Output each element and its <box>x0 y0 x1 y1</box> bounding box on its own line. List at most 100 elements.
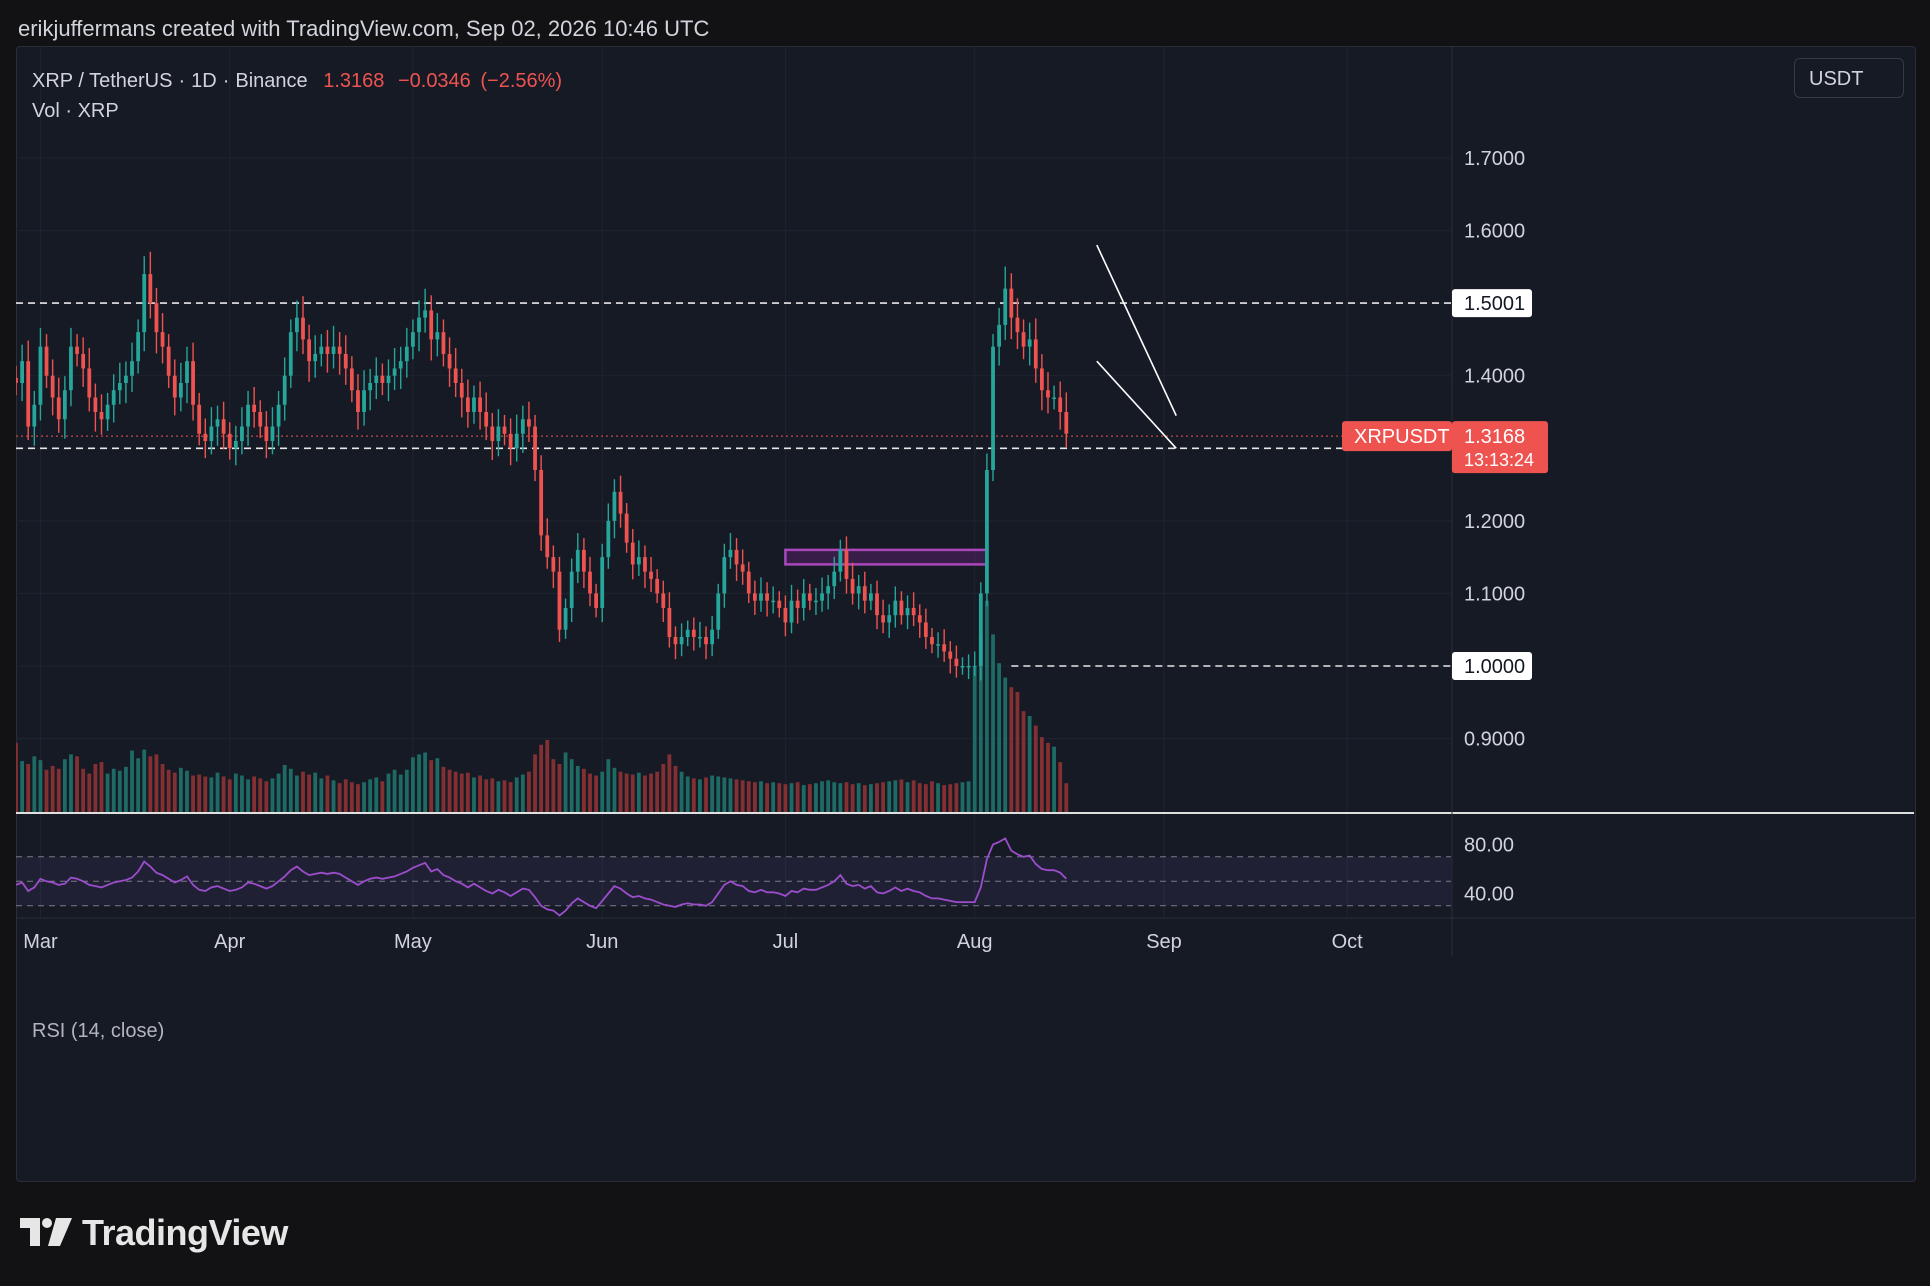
candle-body <box>1009 288 1014 318</box>
price-chart[interactable]: 1.70001.60001.50011.40001.30001.20001.10… <box>16 46 1914 1180</box>
tradingview-logo[interactable]: TradingView <box>20 1212 288 1254</box>
candle-body <box>154 303 159 333</box>
candle <box>93 383 98 432</box>
candle-body <box>838 549 843 572</box>
candle <box>288 319 293 388</box>
currency-button[interactable]: USDT <box>1794 58 1904 98</box>
volume-bar <box>233 773 238 812</box>
candle <box>325 329 330 373</box>
candle-body <box>203 433 208 442</box>
candle <box>264 411 269 459</box>
candle <box>356 374 360 430</box>
volume-bar <box>667 754 672 812</box>
candle <box>282 357 287 421</box>
candle-body <box>972 666 977 668</box>
candle-body <box>75 346 79 354</box>
candle <box>832 556 837 600</box>
volume-bar <box>56 768 61 812</box>
volume-bar <box>624 773 629 812</box>
candle <box>917 604 922 638</box>
candle <box>612 479 617 539</box>
candle-body <box>197 404 202 434</box>
candle-body <box>209 426 214 442</box>
candle-body <box>630 542 635 565</box>
symbol-tag-box <box>1342 421 1452 452</box>
candle <box>508 418 513 466</box>
volume-bar <box>1003 677 1008 812</box>
volume-bar <box>209 777 214 812</box>
candle-body <box>441 332 446 354</box>
volume-bar <box>368 779 373 812</box>
volume-bar <box>1015 692 1020 812</box>
candle <box>1027 322 1032 366</box>
volume-bar <box>673 765 678 812</box>
volume-bar <box>710 775 715 812</box>
legend-volume[interactable]: Vol · XRP <box>32 100 119 122</box>
candle-body <box>759 593 763 601</box>
volume-bar <box>50 765 55 812</box>
level-price-box <box>1452 289 1532 318</box>
candle-body <box>1046 390 1050 398</box>
volume-bar <box>838 783 843 812</box>
candle <box>954 645 959 678</box>
volume-bar <box>398 774 403 812</box>
candle-body <box>429 310 434 340</box>
candle <box>295 300 299 352</box>
candle-body <box>185 361 189 383</box>
volume-bar <box>392 769 397 812</box>
candle-body <box>1015 317 1020 333</box>
candle <box>111 374 116 423</box>
candle-body <box>331 346 336 354</box>
candle-body <box>942 644 947 652</box>
volume-bar <box>728 778 733 812</box>
candle-body <box>960 666 965 668</box>
candle <box>795 589 800 624</box>
candle-body <box>1033 339 1038 369</box>
candle <box>87 347 92 412</box>
candle <box>1064 392 1069 448</box>
candle-body <box>887 615 892 623</box>
volume-bar <box>362 782 366 812</box>
candle <box>1058 381 1063 430</box>
volume-bar <box>862 785 867 812</box>
volume-bar <box>881 782 885 812</box>
volume-bar <box>948 784 953 812</box>
candle-body <box>612 491 617 521</box>
volume-bar <box>527 771 531 812</box>
volume-bar <box>386 773 391 812</box>
candle <box>472 385 476 424</box>
candle <box>307 324 311 382</box>
candle-body <box>362 390 366 412</box>
candle-body <box>722 557 727 594</box>
time-axis-label: Sep <box>1146 931 1182 953</box>
candle-body <box>1052 397 1056 399</box>
volume-bar <box>1039 737 1044 812</box>
candle <box>911 592 916 627</box>
volume-bar <box>545 740 550 812</box>
candle-body <box>288 332 293 376</box>
time-axis-label: Jun <box>586 931 618 953</box>
candle-body <box>820 593 824 601</box>
candle-body <box>667 607 672 637</box>
candle <box>801 579 806 621</box>
candle <box>227 422 232 460</box>
candle-body <box>875 593 879 616</box>
candle-body <box>227 433 232 449</box>
candle-body <box>172 375 177 398</box>
candle-body <box>618 491 623 514</box>
candle <box>154 287 159 354</box>
candle-body <box>16 377 18 383</box>
candle <box>313 335 318 378</box>
legend-exchange: Binance <box>235 70 308 92</box>
time-axis-label: May <box>394 931 432 953</box>
rsi-legend[interactable]: RSI (14, close) <box>32 1020 165 1042</box>
candle <box>771 586 776 614</box>
candle-body <box>557 571 562 630</box>
candle-body <box>991 346 995 471</box>
candle-body <box>801 593 806 608</box>
volume-bar <box>820 781 824 812</box>
legend-pair[interactable]: XRP / TetherUS <box>32 70 173 92</box>
candle-body <box>142 274 147 333</box>
candle <box>752 580 757 615</box>
candle <box>447 337 452 387</box>
